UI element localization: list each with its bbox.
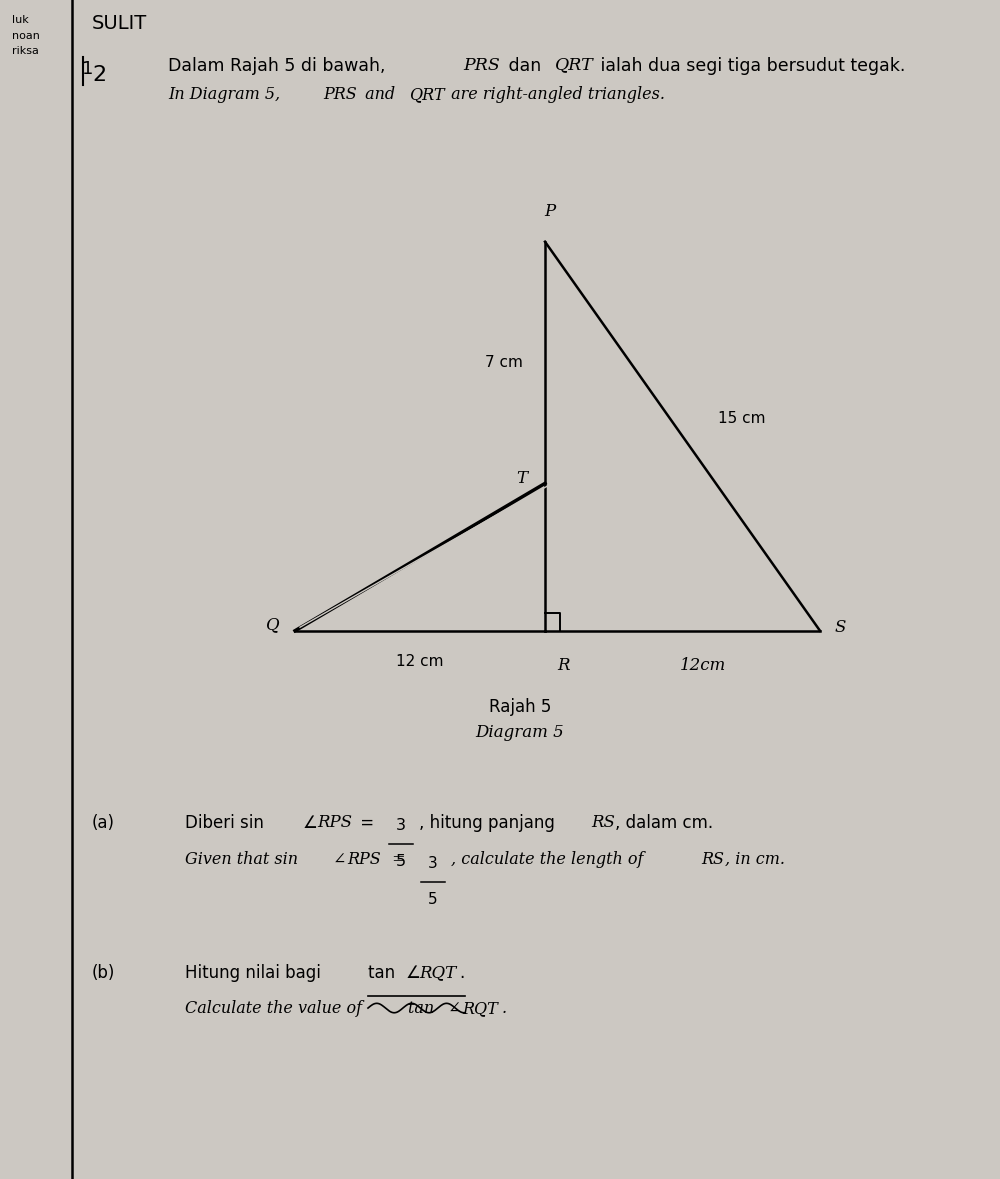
Text: , hitung panjang: , hitung panjang	[419, 814, 560, 831]
Text: R: R	[557, 657, 570, 673]
Text: , calculate the length of: , calculate the length of	[451, 851, 648, 868]
Text: riksa: riksa	[12, 46, 39, 55]
Text: PRS: PRS	[463, 57, 500, 73]
Text: (b): (b)	[92, 964, 115, 982]
Text: 5: 5	[428, 893, 438, 907]
Text: QRT: QRT	[555, 57, 594, 73]
Text: luk: luk	[12, 15, 29, 25]
Text: and: and	[360, 86, 400, 103]
Text: SULIT: SULIT	[92, 14, 147, 33]
Text: =: =	[387, 851, 411, 868]
Text: 12 cm: 12 cm	[396, 654, 444, 670]
Text: , in cm.: , in cm.	[725, 851, 785, 868]
Text: ∠: ∠	[448, 1000, 461, 1016]
Text: dan: dan	[503, 57, 547, 74]
Text: RS: RS	[591, 814, 615, 830]
Text: ∠: ∠	[333, 851, 346, 868]
Text: Diberi sin: Diberi sin	[185, 814, 269, 831]
Text: Given that sin: Given that sin	[185, 851, 303, 868]
Text: 3: 3	[396, 818, 406, 832]
Text: RS: RS	[701, 851, 724, 868]
Text: 3: 3	[428, 856, 438, 870]
Text: , dalam cm.: , dalam cm.	[615, 814, 713, 831]
Text: Rajah 5: Rajah 5	[489, 698, 551, 716]
Text: ialah dua segi tiga bersudut tegak.: ialah dua segi tiga bersudut tegak.	[595, 57, 905, 74]
Text: Diagram 5: Diagram 5	[476, 724, 564, 740]
Text: In Diagram 5,: In Diagram 5,	[168, 86, 285, 103]
Text: ∠: ∠	[406, 964, 421, 982]
Text: tan: tan	[368, 964, 400, 982]
Text: RQT: RQT	[419, 964, 456, 981]
Text: PRS: PRS	[323, 86, 357, 103]
Text: 7 cm: 7 cm	[485, 355, 523, 370]
Text: tan: tan	[408, 1000, 439, 1016]
Text: Calculate the value of: Calculate the value of	[185, 1000, 367, 1016]
Text: RQT: RQT	[462, 1000, 498, 1016]
Text: RPS: RPS	[317, 814, 352, 830]
Text: (a): (a)	[92, 814, 115, 831]
Text: .: .	[459, 964, 464, 982]
Text: 2: 2	[92, 65, 106, 85]
Text: S: S	[835, 619, 846, 635]
Text: 15 cm: 15 cm	[718, 411, 765, 426]
Text: =: =	[355, 814, 379, 831]
Text: Hitung nilai bagi: Hitung nilai bagi	[185, 964, 326, 982]
Text: ∠: ∠	[303, 814, 318, 831]
Text: noan: noan	[12, 31, 40, 40]
Text: Q: Q	[266, 617, 280, 633]
Text: 5: 5	[396, 855, 406, 869]
Text: RPS: RPS	[347, 851, 381, 868]
Text: P: P	[544, 204, 556, 220]
Text: 12cm: 12cm	[679, 657, 726, 673]
Text: 1: 1	[82, 60, 93, 78]
Text: are right-angled triangles.: are right-angled triangles.	[446, 86, 665, 103]
Text: QRT: QRT	[409, 86, 444, 103]
Text: Dalam Rajah 5 di bawah,: Dalam Rajah 5 di bawah,	[168, 57, 391, 74]
Text: .: .	[502, 1000, 507, 1016]
Text: T: T	[516, 470, 527, 487]
